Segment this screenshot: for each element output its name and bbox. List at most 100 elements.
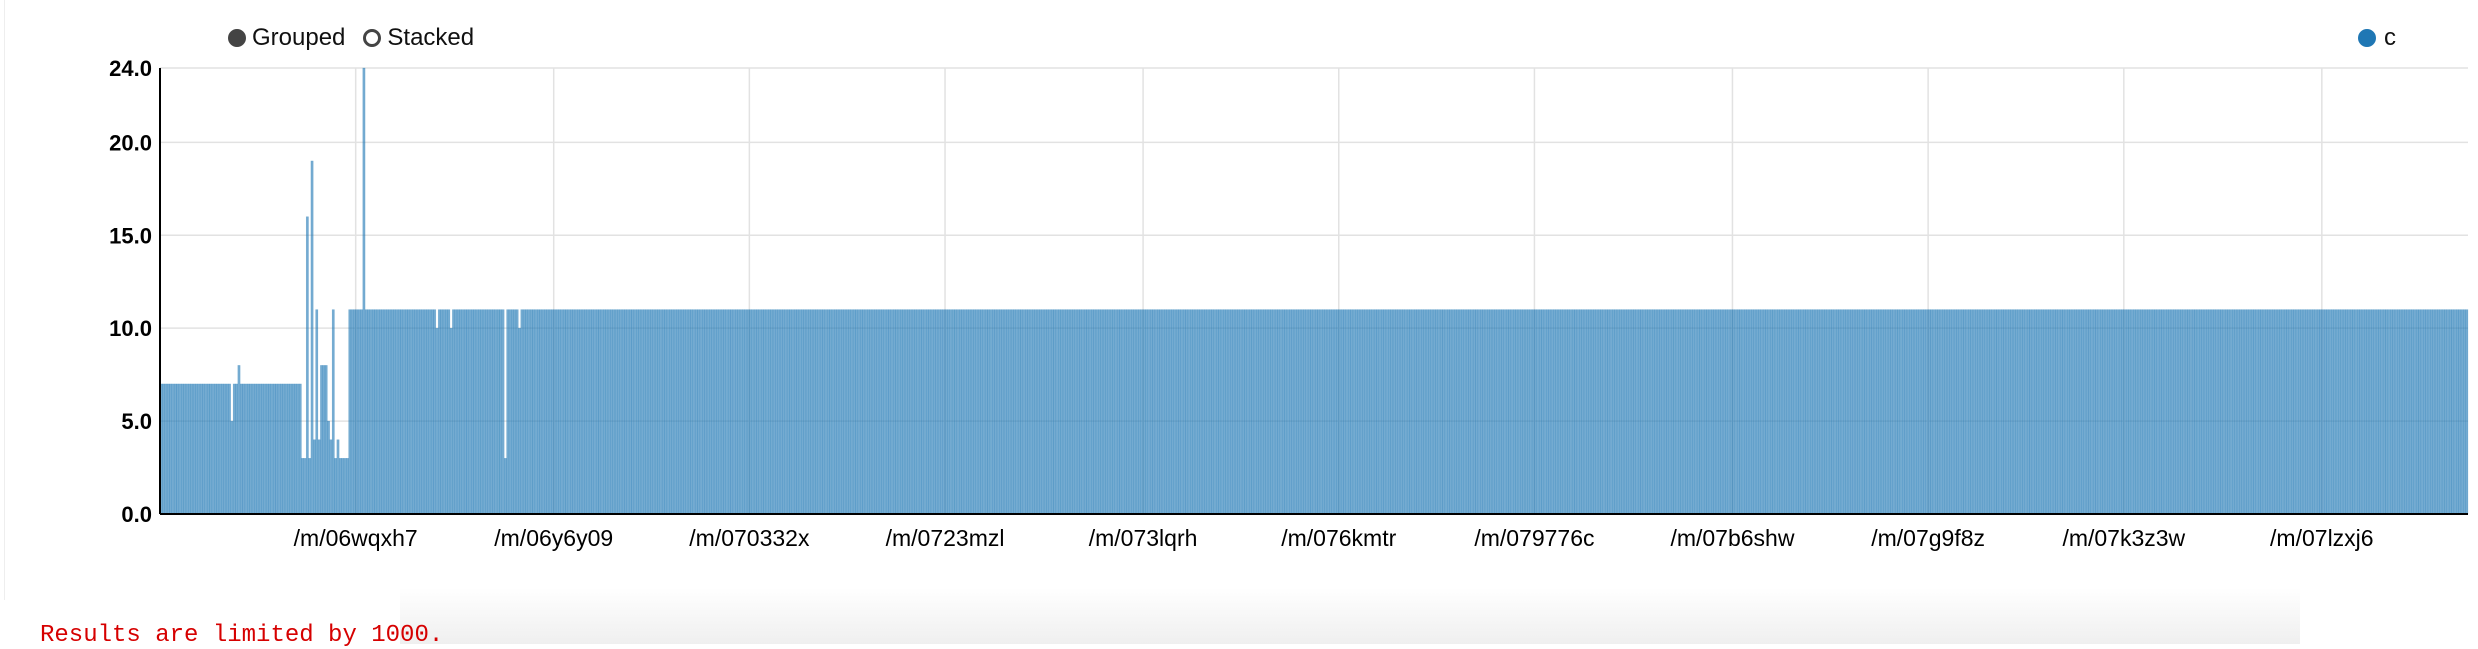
bar[interactable] xyxy=(1885,309,1889,515)
bar[interactable] xyxy=(2222,309,2226,515)
bar[interactable] xyxy=(225,383,229,515)
bar[interactable] xyxy=(1192,309,1196,515)
bar[interactable] xyxy=(845,309,849,515)
bar[interactable] xyxy=(216,383,220,515)
bar[interactable] xyxy=(1689,309,1693,515)
bar[interactable] xyxy=(574,309,578,515)
bar[interactable] xyxy=(966,309,969,515)
bar[interactable] xyxy=(1784,309,1787,515)
bar[interactable] xyxy=(2137,309,2141,515)
bar[interactable] xyxy=(1621,309,1625,515)
bar[interactable] xyxy=(2199,309,2202,515)
bar[interactable] xyxy=(1951,309,1955,515)
bar[interactable] xyxy=(989,309,993,515)
bar[interactable] xyxy=(532,309,536,515)
bar[interactable] xyxy=(539,309,543,515)
bar[interactable] xyxy=(1944,309,1948,515)
bar[interactable] xyxy=(454,309,458,515)
bar[interactable] xyxy=(697,309,701,515)
bar[interactable] xyxy=(258,383,262,515)
bar[interactable] xyxy=(1208,309,1212,515)
bar[interactable] xyxy=(598,309,602,515)
bar[interactable] xyxy=(982,309,986,515)
bar[interactable] xyxy=(1227,309,1231,515)
series-legend-dot-icon[interactable] xyxy=(2358,29,2376,47)
bar[interactable] xyxy=(2378,309,2381,515)
bar[interactable] xyxy=(1828,309,1832,515)
bar[interactable] xyxy=(661,309,665,515)
bar[interactable] xyxy=(2309,309,2313,515)
bar[interactable] xyxy=(527,309,531,515)
bar[interactable] xyxy=(1692,309,1695,515)
bar[interactable] xyxy=(1708,309,1712,515)
bar[interactable] xyxy=(935,309,939,515)
bar[interactable] xyxy=(2387,309,2391,515)
bar[interactable] xyxy=(1637,309,1641,515)
bar[interactable] xyxy=(610,309,613,515)
bar[interactable] xyxy=(593,309,597,515)
bar[interactable] xyxy=(1786,309,1790,515)
bar[interactable] xyxy=(822,309,826,515)
bar[interactable] xyxy=(1211,309,1215,515)
bar[interactable] xyxy=(603,309,606,515)
bar[interactable] xyxy=(669,309,672,515)
bar[interactable] xyxy=(1190,309,1193,515)
bar[interactable] xyxy=(716,309,719,515)
bar[interactable] xyxy=(1050,309,1054,515)
bar[interactable] xyxy=(676,309,679,515)
bar[interactable] xyxy=(848,309,851,515)
bar[interactable] xyxy=(2168,309,2172,515)
bar[interactable] xyxy=(1583,309,1587,515)
bar[interactable] xyxy=(558,309,561,515)
bar[interactable] xyxy=(2149,309,2153,515)
bar[interactable] xyxy=(1293,309,1297,515)
bar[interactable] xyxy=(2206,309,2209,515)
bar[interactable] xyxy=(636,309,639,515)
bar[interactable] xyxy=(2050,309,2054,515)
bar[interactable] xyxy=(2043,309,2047,515)
bar[interactable] xyxy=(614,309,618,515)
bar[interactable] xyxy=(2394,309,2398,515)
bar[interactable] xyxy=(1310,309,1314,515)
bar[interactable] xyxy=(572,309,576,515)
bar[interactable] xyxy=(756,309,760,515)
bar[interactable] xyxy=(1449,309,1453,515)
bar[interactable] xyxy=(824,309,828,515)
bar[interactable] xyxy=(732,309,736,515)
bar[interactable] xyxy=(1779,309,1783,515)
bar[interactable] xyxy=(2423,309,2426,515)
bar[interactable] xyxy=(261,383,264,515)
bar[interactable] xyxy=(2232,309,2235,515)
bar[interactable] xyxy=(188,383,191,515)
bar[interactable] xyxy=(2305,309,2308,515)
bar[interactable] xyxy=(947,309,950,515)
bar[interactable] xyxy=(624,309,627,515)
bar[interactable] xyxy=(1423,309,1427,515)
bar[interactable] xyxy=(185,383,189,515)
bar[interactable] xyxy=(480,309,484,515)
bar[interactable] xyxy=(1366,309,1370,515)
bar[interactable] xyxy=(1534,309,1537,515)
bar[interactable] xyxy=(1418,309,1422,515)
bar[interactable] xyxy=(421,309,425,515)
bar[interactable] xyxy=(586,309,590,515)
bar[interactable] xyxy=(171,383,175,515)
bar[interactable] xyxy=(1852,309,1856,515)
bar[interactable] xyxy=(836,309,840,515)
bar[interactable] xyxy=(1616,309,1620,515)
bar[interactable] xyxy=(1795,309,1799,515)
bar[interactable] xyxy=(1538,309,1542,515)
bar[interactable] xyxy=(1340,309,1344,515)
bar[interactable] xyxy=(2067,309,2070,515)
bar[interactable] xyxy=(1088,309,1092,515)
bar[interactable] xyxy=(918,309,922,515)
bar[interactable] xyxy=(1680,309,1684,515)
bar[interactable] xyxy=(1329,309,1332,515)
bar[interactable] xyxy=(730,309,734,515)
bar[interactable] xyxy=(595,309,599,515)
bar[interactable] xyxy=(555,309,559,515)
bar[interactable] xyxy=(1357,309,1361,515)
bar[interactable] xyxy=(1977,309,1981,515)
bar[interactable] xyxy=(1152,309,1156,515)
bar[interactable] xyxy=(1935,309,1938,515)
